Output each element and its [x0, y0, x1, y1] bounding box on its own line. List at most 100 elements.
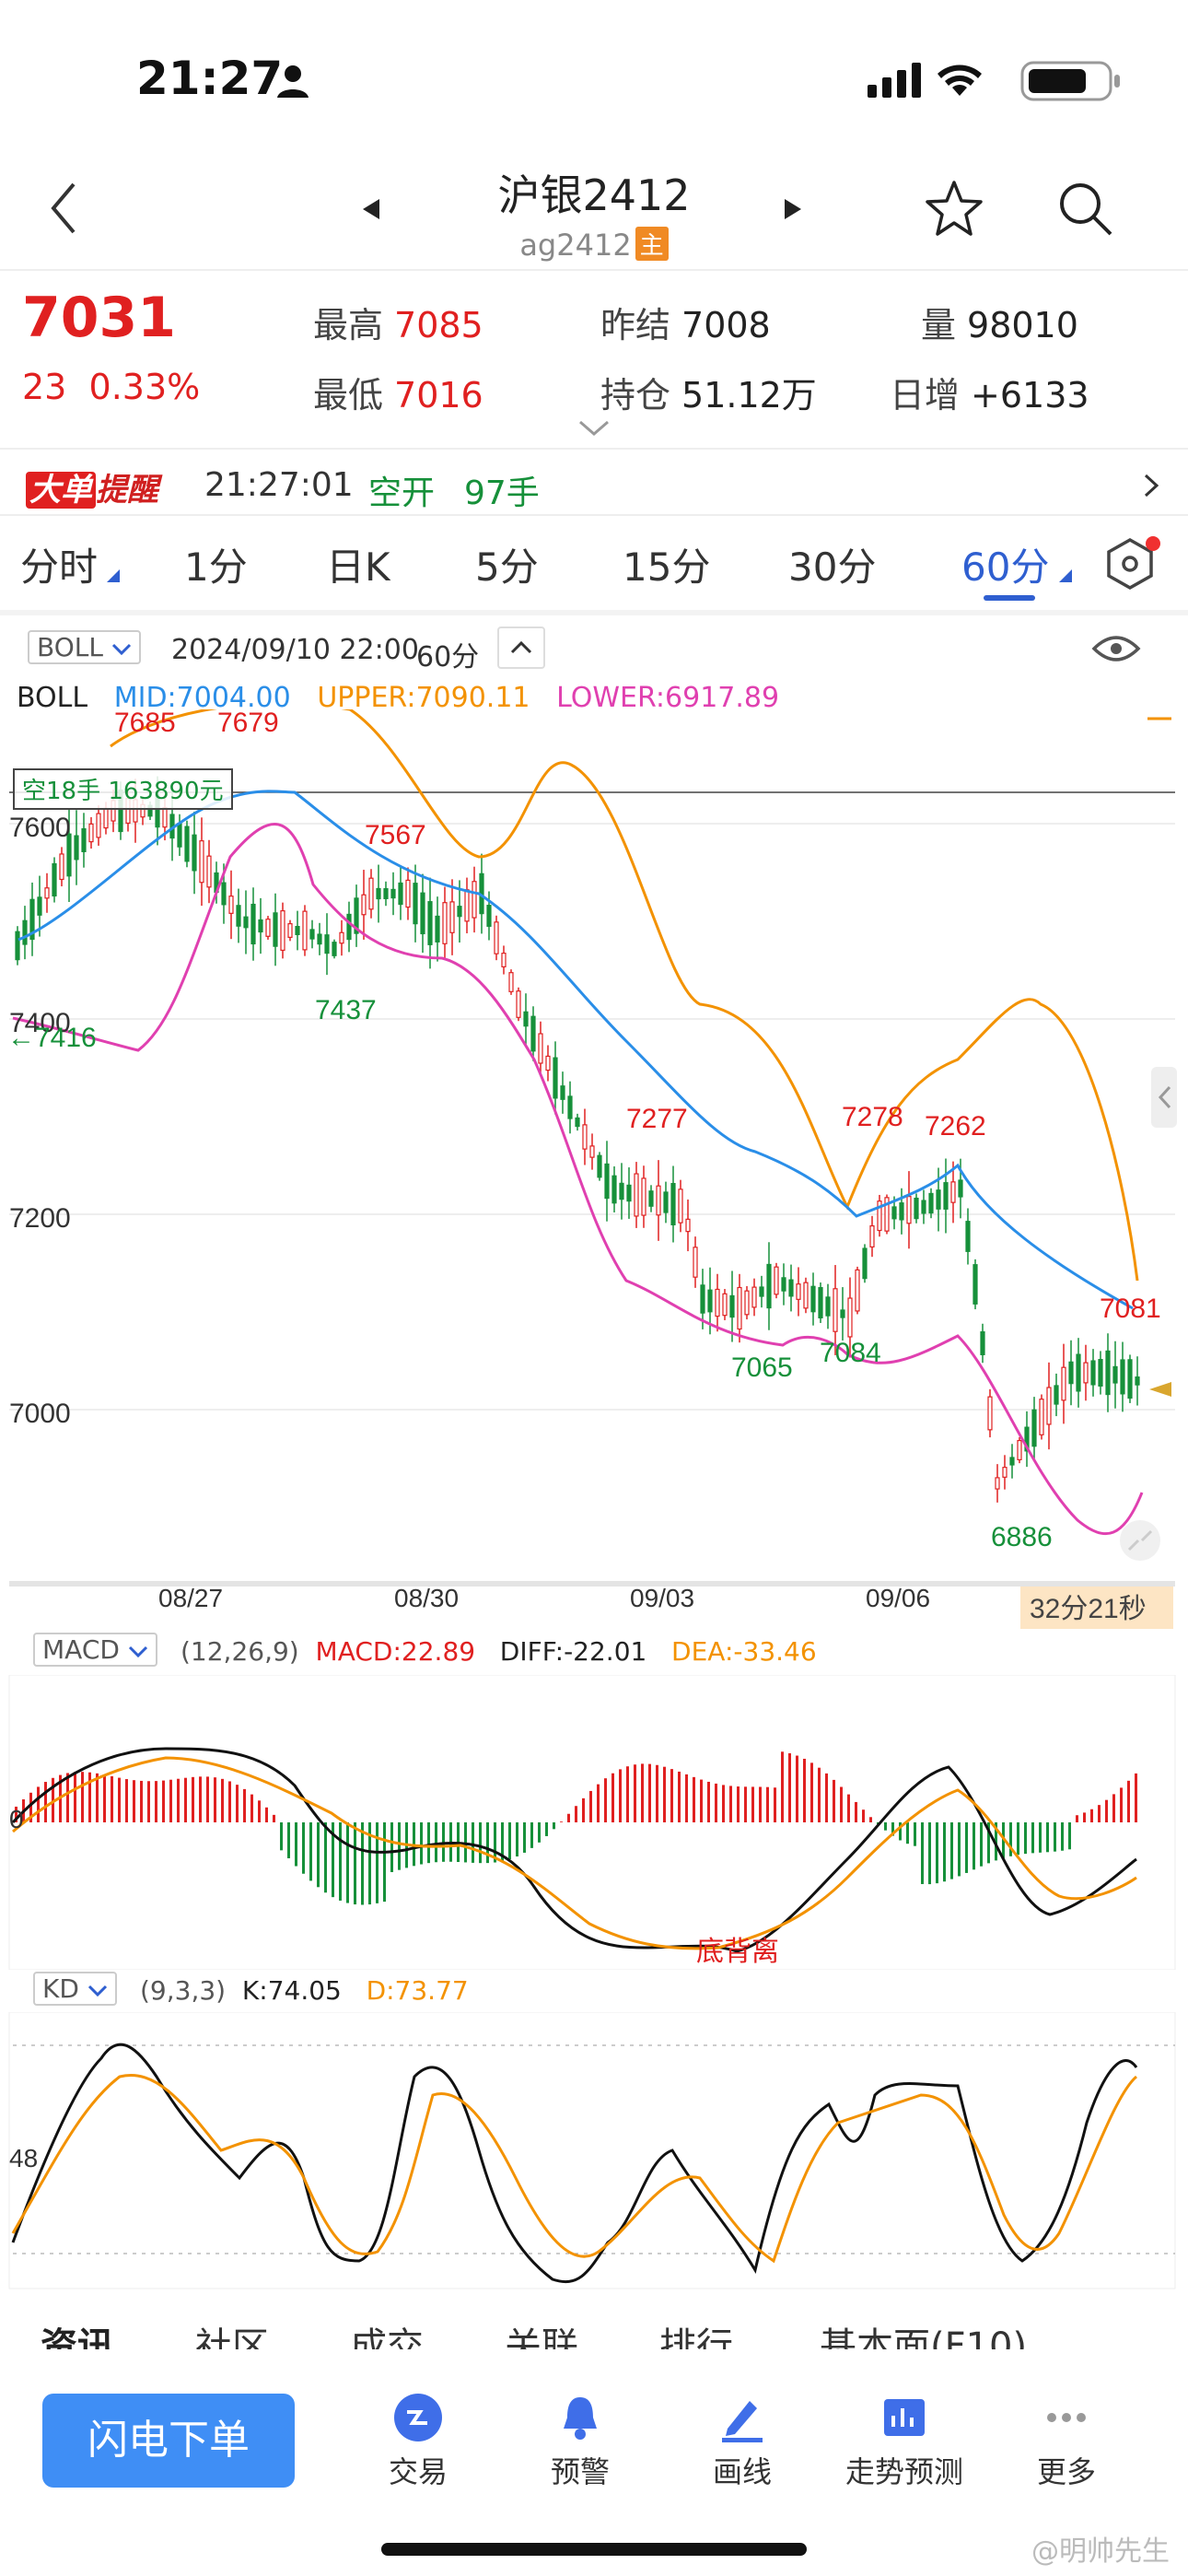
- macd-bar: [751, 1786, 754, 1822]
- kd-selector[interactable]: KD: [33, 1972, 117, 2006]
- macd-bar: [435, 1822, 437, 1863]
- macd-bar: [891, 1822, 894, 1836]
- indicator-selector[interactable]: BOLL: [28, 630, 141, 664]
- macd-bar: [420, 1822, 423, 1865]
- kline-chart[interactable]: 7600 7400 7200 7000 ←7416 7685 7679 7567 74…: [0, 709, 1188, 1631]
- macd-bar: [707, 1781, 710, 1822]
- candle-body: [869, 1224, 875, 1248]
- contract-code-text: ag2412: [519, 228, 632, 263]
- status-icons: [866, 57, 1133, 105]
- tab-1min[interactable]: 1分: [184, 544, 248, 590]
- open-interest-cell: 持仓 51.12万: [600, 367, 817, 417]
- macd-bar: [950, 1822, 953, 1879]
- expand-quote-button[interactable]: [578, 420, 610, 440]
- tab-fenshi[interactable]: 分时: [20, 544, 99, 590]
- tab-5min[interactable]: 5分: [475, 544, 539, 590]
- macd-bar: [346, 1822, 349, 1903]
- candle-body: [877, 1200, 882, 1232]
- candle-body: [221, 882, 227, 906]
- tab-ranking[interactable]: 排行: [659, 2325, 733, 2349]
- boll-legend-name: BOLL: [17, 682, 88, 714]
- trade-icon: [394, 2394, 442, 2441]
- trade-button[interactable]: 交易: [354, 2392, 483, 2491]
- candle-body: [678, 1188, 683, 1224]
- macd-bar: [928, 1822, 931, 1885]
- candle-body: [980, 1331, 985, 1355]
- visibility-button[interactable]: [1090, 630, 1142, 671]
- candle-body: [560, 1085, 565, 1100]
- chevron-down-icon: [87, 1985, 107, 1997]
- macd-selector[interactable]: MACD: [33, 1633, 157, 1667]
- macd-bar: [324, 1822, 327, 1893]
- more-button[interactable]: 更多: [1002, 2392, 1131, 2491]
- macd-bar: [803, 1758, 806, 1822]
- tab-30min[interactable]: 30分: [788, 544, 877, 590]
- back-button[interactable]: [46, 181, 101, 245]
- daily-add-value: +6133: [971, 375, 1089, 416]
- collapse-toolbar-button[interactable]: [497, 626, 545, 669]
- macd-bar: [980, 1822, 983, 1867]
- tab-trades[interactable]: 成交: [350, 2325, 424, 2349]
- prev-contract-button[interactable]: [361, 197, 381, 225]
- macd-bar: [376, 1822, 379, 1903]
- tab-60min[interactable]: 60分: [961, 544, 1050, 590]
- tab-fundamentals[interactable]: 基本面(F10): [820, 2325, 1028, 2349]
- next-contract-button[interactable]: [783, 197, 803, 225]
- price-annotation: 7277: [626, 1104, 688, 1134]
- search-button[interactable]: [1055, 179, 1114, 241]
- macd-bar: [862, 1809, 865, 1822]
- star-icon: [926, 181, 983, 236]
- page-title: 沪银2412: [497, 170, 691, 220]
- flash-order-button[interactable]: 闪电下单: [42, 2394, 295, 2488]
- alert-button[interactable]: 预警: [516, 2392, 645, 2491]
- kd-chart[interactable]: 48: [0, 2012, 1188, 2307]
- tab-related[interactable]: 关联: [505, 2325, 578, 2349]
- candle-body: [670, 1182, 676, 1226]
- kd-d-line: [11, 2074, 1137, 2264]
- boll-mid-value: MID:7004.00: [113, 682, 291, 714]
- position-tag[interactable]: 空18手 163890元: [13, 768, 233, 810]
- macd-bar: [855, 1801, 857, 1822]
- big-order-alert[interactable]: 大单 提醒 21:27:01 空开 97手: [0, 450, 1188, 516]
- candle-body: [1068, 1361, 1074, 1385]
- candle-body: [472, 881, 477, 919]
- draw-line-button[interactable]: 画线: [678, 2392, 807, 2491]
- candle-body: [354, 897, 359, 934]
- tab-15min[interactable]: 15分: [623, 544, 711, 590]
- macd-bar: [140, 1780, 143, 1822]
- favorite-button[interactable]: [925, 179, 984, 241]
- macd-bar: [442, 1822, 445, 1862]
- candle-body: [847, 1297, 853, 1338]
- macd-bar: [530, 1822, 533, 1848]
- alert-label: 预警: [550, 2454, 610, 2489]
- macd-bar: [44, 1782, 47, 1822]
- tab-community[interactable]: 社区: [195, 2325, 269, 2349]
- trend-predict-button[interactable]: 走势预测: [840, 2392, 969, 2491]
- candle-body: [973, 1264, 978, 1305]
- chart-settings-button[interactable]: [1100, 534, 1160, 599]
- macd-chart[interactable]: 0 底背离: [0, 1675, 1188, 1970]
- tab-news[interactable]: 资讯: [41, 2325, 114, 2349]
- quote-divider: [0, 448, 1188, 450]
- macd-bar: [1120, 1787, 1123, 1822]
- candle-body: [29, 898, 35, 941]
- candle-body: [648, 1190, 654, 1207]
- price-annotation: 7685: [114, 709, 176, 738]
- y-label-7400: 7400: [9, 1008, 71, 1038]
- x-label-0827: 08/27: [158, 1584, 223, 1612]
- prev-settle-value: 7008: [681, 305, 771, 345]
- candle-body: [309, 929, 315, 940]
- tab-daily[interactable]: 日K: [326, 544, 390, 590]
- macd-bar: [670, 1769, 673, 1822]
- candle-body: [273, 912, 278, 947]
- macd-bar: [553, 1822, 555, 1830]
- candle-body: [449, 901, 455, 933]
- candle-body: [339, 931, 344, 944]
- macd-bar: [287, 1822, 290, 1858]
- candles: [15, 776, 1140, 1503]
- candle-body: [744, 1290, 750, 1316]
- candle-body: [862, 1247, 868, 1280]
- candle-body: [1009, 1457, 1015, 1466]
- candle-body: [74, 835, 79, 861]
- period-tabs: 分时 1分 日K 5分 15分 30分 60分: [0, 518, 1188, 606]
